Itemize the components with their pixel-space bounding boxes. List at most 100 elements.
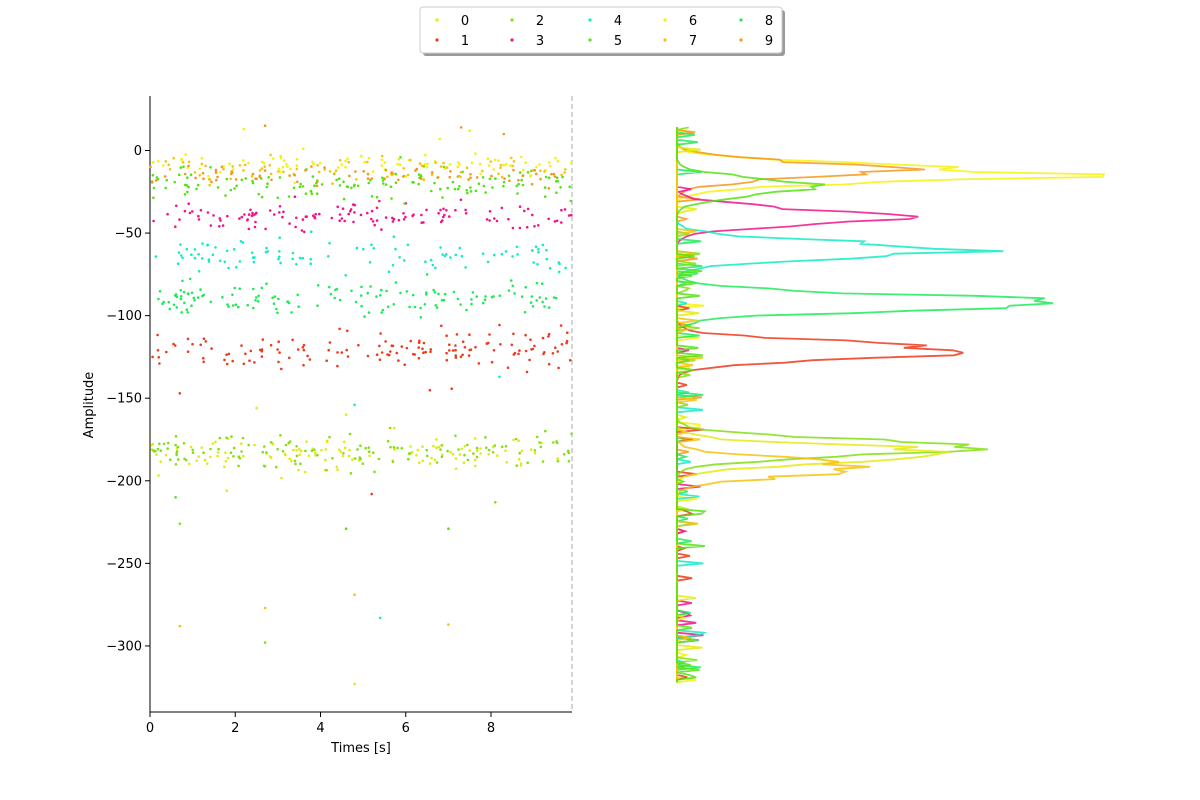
point [429, 258, 433, 262]
point [242, 454, 245, 458]
point [186, 190, 189, 194]
point [499, 166, 502, 169]
point [457, 187, 460, 191]
point [316, 180, 319, 183]
point [397, 158, 401, 161]
point [440, 324, 443, 328]
point [151, 442, 155, 446]
point [304, 192, 308, 195]
point [526, 171, 530, 174]
point [561, 175, 564, 179]
point [174, 225, 177, 228]
point [366, 177, 370, 180]
point [481, 252, 485, 255]
point [510, 343, 514, 347]
point [464, 266, 467, 269]
outlier-point [502, 132, 506, 136]
point [295, 164, 299, 167]
point [330, 216, 334, 220]
point [187, 185, 190, 189]
point [243, 213, 246, 216]
point [235, 266, 238, 269]
point [247, 213, 251, 216]
point [290, 459, 293, 463]
point [242, 159, 245, 162]
legend-label: 3 [536, 34, 544, 49]
point [174, 463, 178, 466]
point [492, 349, 496, 352]
point [261, 338, 265, 341]
point [407, 457, 410, 461]
point [302, 147, 305, 151]
point [543, 170, 546, 173]
point [296, 180, 299, 184]
point [473, 437, 477, 440]
point [247, 443, 250, 447]
point [217, 447, 220, 451]
point [239, 442, 243, 446]
point [525, 225, 529, 229]
point [467, 178, 470, 181]
point [421, 347, 424, 351]
point [450, 387, 454, 391]
point [513, 292, 516, 295]
legend-item-1: 1 [435, 34, 469, 49]
y-tick-label: −250 [106, 557, 142, 572]
point [394, 181, 398, 184]
point [475, 449, 479, 453]
point [362, 247, 365, 251]
legend-item-2: 2 [510, 14, 544, 29]
point [520, 155, 523, 159]
point [313, 448, 316, 452]
point [172, 303, 176, 307]
point [482, 184, 486, 188]
point [484, 436, 487, 439]
point [541, 300, 544, 304]
point [545, 248, 548, 252]
point [276, 311, 279, 315]
point [313, 184, 316, 187]
point [547, 332, 551, 336]
point [277, 170, 280, 173]
point [535, 299, 538, 302]
point [232, 248, 236, 251]
point [402, 212, 405, 215]
point [196, 183, 200, 187]
point [233, 187, 236, 190]
point [192, 296, 196, 300]
outlier-point [353, 682, 356, 686]
point [484, 191, 488, 194]
point [452, 290, 456, 294]
point [328, 241, 331, 245]
point [439, 246, 442, 249]
point [384, 168, 388, 172]
point [381, 182, 385, 185]
point [173, 180, 176, 184]
point [379, 294, 382, 297]
point [369, 179, 372, 182]
point [380, 164, 384, 167]
point [425, 291, 428, 294]
point [191, 342, 194, 346]
point [417, 346, 421, 349]
point [469, 173, 472, 176]
point [512, 353, 516, 356]
point [197, 252, 200, 256]
point [489, 160, 493, 163]
point [224, 451, 227, 455]
point [336, 351, 339, 354]
point [316, 304, 319, 308]
point [306, 354, 309, 358]
point [487, 453, 491, 456]
point [493, 217, 496, 220]
point [473, 458, 477, 462]
point [448, 175, 452, 179]
point [199, 343, 202, 347]
point [268, 455, 272, 458]
point [435, 461, 439, 464]
point [564, 168, 567, 171]
point [505, 461, 509, 464]
point [202, 177, 205, 180]
point [538, 441, 541, 444]
point [299, 462, 302, 466]
